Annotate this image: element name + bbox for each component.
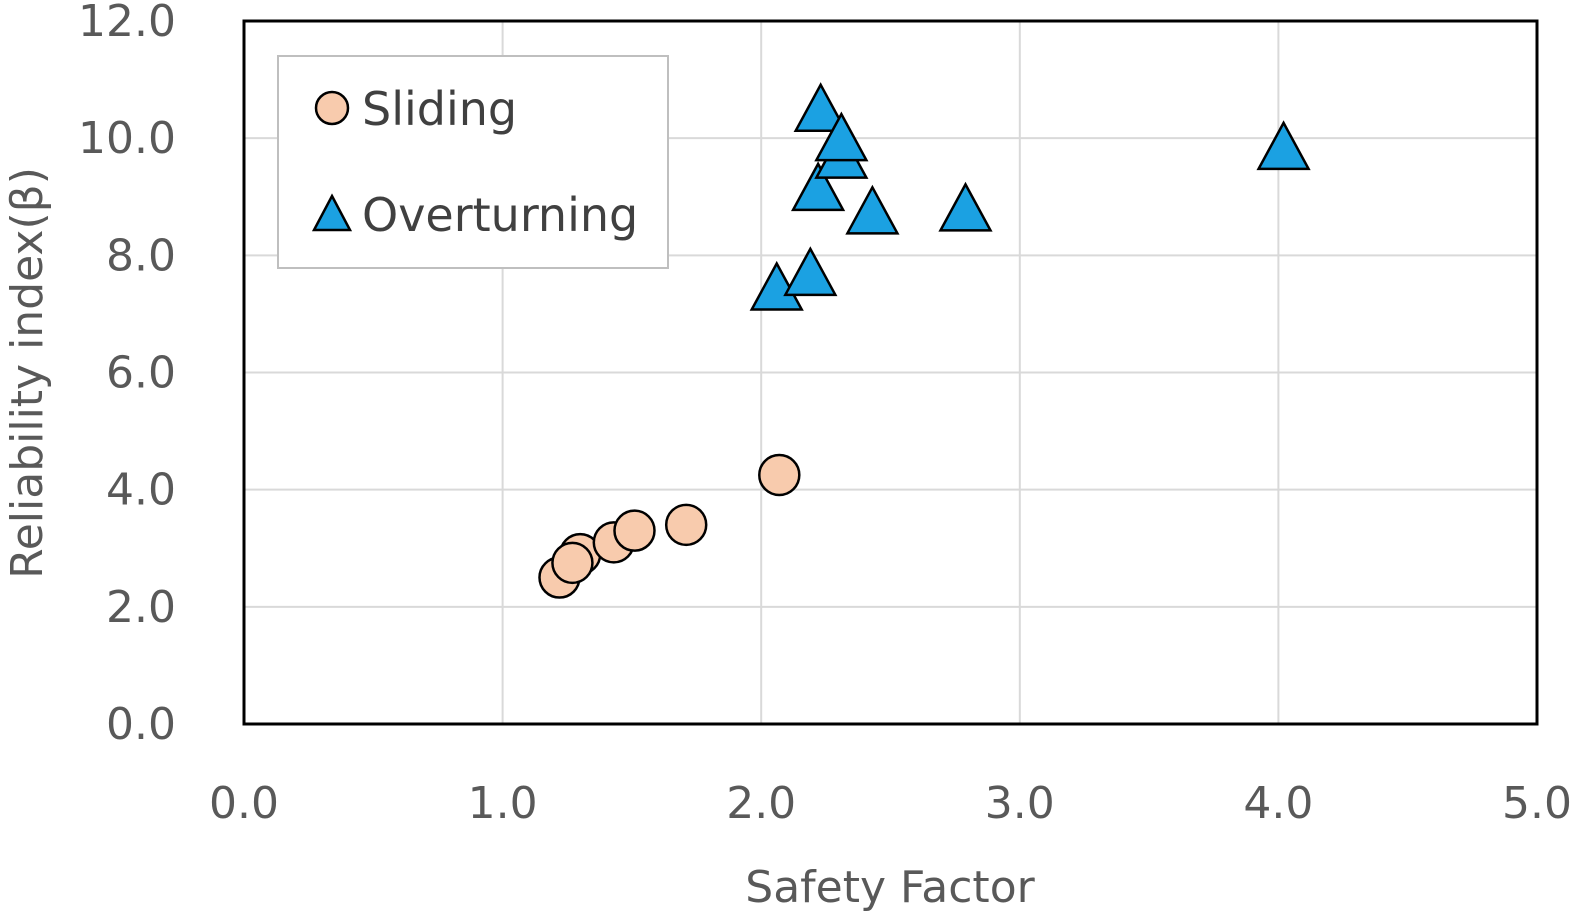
data-points [538, 82, 1311, 599]
sliding-point [551, 541, 594, 585]
legend-sliding-label: Sliding [362, 82, 517, 136]
y-tick-label: 6.0 [106, 348, 176, 399]
overturning-point [783, 246, 838, 297]
legend-overturning-marker [311, 193, 353, 232]
y-tick-label: 12.0 [78, 0, 176, 47]
y-axis-title: Reliability index(β) [2, 167, 53, 579]
x-tick-label: 1.0 [468, 778, 538, 829]
x-tick-label: 3.0 [985, 778, 1055, 829]
y-tick-label: 8.0 [106, 230, 176, 281]
overturning-point [845, 184, 900, 235]
y-axis-ticks: 0.0 2.0 4.0 6.0 8.0 10.0 12.0 [78, 0, 176, 750]
y-tick-label: 4.0 [106, 465, 176, 516]
overturning-point [793, 82, 848, 133]
y-tick-label: 10.0 [78, 113, 176, 164]
y-tick-label: 0.0 [106, 699, 176, 750]
legend-sliding-marker [314, 90, 350, 126]
x-axis-ticks: 0.0 1.0 2.0 3.0 4.0 5.0 [209, 778, 1572, 829]
y-tick-label: 2.0 [106, 582, 176, 633]
legend: Sliding Overturning [277, 55, 669, 269]
overturning-point [938, 181, 993, 232]
sliding-point [664, 503, 708, 547]
overturning-point [814, 111, 869, 162]
plot-area-frame [242, 19, 1539, 726]
x-tick-label: 2.0 [726, 778, 796, 829]
x-axis-title: Safety Factor [745, 862, 1035, 913]
legend-overturning-label: Overturning [362, 188, 638, 242]
overturning-point [1256, 120, 1311, 171]
overturning-point [790, 161, 846, 212]
x-tick-label: 4.0 [1243, 778, 1313, 829]
legend-box [277, 55, 669, 269]
sliding-point [758, 453, 801, 497]
sliding-point [613, 509, 656, 552]
x-tick-label: 5.0 [1502, 778, 1572, 829]
x-tick-label: 0.0 [209, 778, 279, 829]
